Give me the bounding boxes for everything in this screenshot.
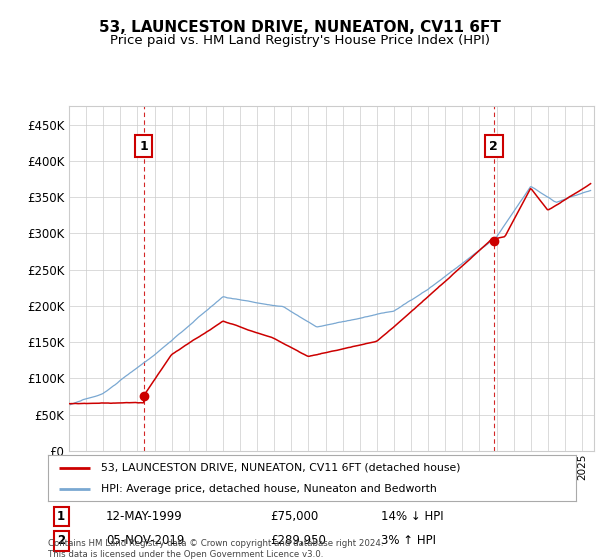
Text: 05-NOV-2019: 05-NOV-2019 [106, 534, 184, 548]
Text: 14% ↓ HPI: 14% ↓ HPI [380, 510, 443, 523]
Text: 2: 2 [57, 534, 65, 548]
Text: HPI: Average price, detached house, Nuneaton and Bedworth: HPI: Average price, detached house, Nune… [101, 484, 437, 494]
Text: 1: 1 [57, 510, 65, 523]
Text: £75,000: £75,000 [270, 510, 318, 523]
Text: 53, LAUNCESTON DRIVE, NUNEATON, CV11 6FT: 53, LAUNCESTON DRIVE, NUNEATON, CV11 6FT [99, 20, 501, 35]
Text: 53, LAUNCESTON DRIVE, NUNEATON, CV11 6FT (detached house): 53, LAUNCESTON DRIVE, NUNEATON, CV11 6FT… [101, 463, 460, 473]
Text: Contains HM Land Registry data © Crown copyright and database right 2024.
This d: Contains HM Land Registry data © Crown c… [48, 539, 383, 559]
Text: 2: 2 [490, 140, 498, 153]
Text: 12-MAY-1999: 12-MAY-1999 [106, 510, 183, 523]
Text: £289,950: £289,950 [270, 534, 326, 548]
Text: 1: 1 [139, 140, 148, 153]
Text: 3% ↑ HPI: 3% ↑ HPI [380, 534, 436, 548]
Text: Price paid vs. HM Land Registry's House Price Index (HPI): Price paid vs. HM Land Registry's House … [110, 34, 490, 46]
